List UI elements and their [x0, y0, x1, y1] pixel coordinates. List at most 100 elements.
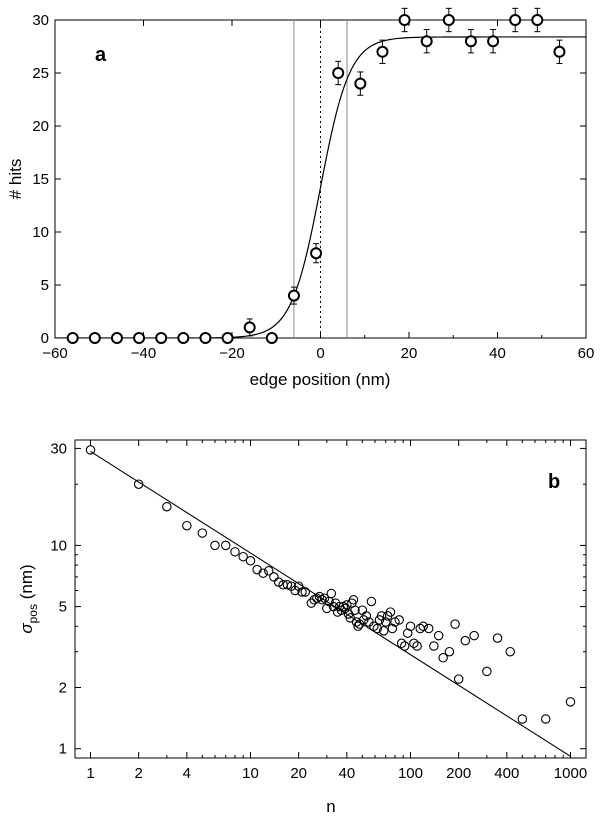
- marker: [487, 35, 500, 48]
- data-point-b: [378, 626, 389, 636]
- x-tick-label-a: 40: [489, 345, 506, 362]
- data-point-b: [412, 641, 422, 651]
- data-point-b: [282, 580, 293, 590]
- data-point-b: [300, 587, 311, 597]
- panel-label-b: b: [548, 471, 560, 493]
- data-point-a: [376, 39, 389, 64]
- data-point-b: [162, 501, 172, 512]
- data-point-b: [348, 595, 359, 605]
- data-point-b: [230, 547, 240, 557]
- x-tick-label-b: 40: [338, 765, 355, 782]
- y-tick-label-a: 20: [32, 118, 49, 135]
- panel-label-a: a: [95, 44, 107, 66]
- marker: [420, 35, 433, 48]
- y-tick-label-a: 30: [32, 12, 49, 29]
- data-point-b: [444, 646, 455, 657]
- marker: [287, 289, 300, 302]
- marker: [133, 332, 146, 344]
- x-tick-label-b: 20: [290, 765, 307, 782]
- data-point-a: [221, 332, 234, 344]
- data-point-b: [433, 630, 444, 641]
- data-point-b: [361, 611, 372, 621]
- data-point-b: [85, 445, 96, 455]
- data-point-b: [372, 623, 383, 634]
- data-point-a: [509, 7, 522, 33]
- data-point-a: [420, 29, 433, 54]
- data-point-b: [469, 630, 479, 641]
- data-point-b: [482, 666, 492, 677]
- data-point-b: [350, 605, 360, 615]
- data-point-a: [553, 39, 566, 64]
- x-tick-label-b: 100: [398, 765, 423, 782]
- data-point-b: [387, 623, 398, 634]
- marker: [88, 332, 101, 344]
- data-point-a: [398, 7, 411, 33]
- x-axis-title-a: edge position (nm): [250, 370, 391, 389]
- marker: [354, 77, 367, 90]
- data-point-a: [243, 318, 256, 337]
- data-point-b: [351, 617, 362, 627]
- marker: [332, 67, 345, 79]
- data-point-a: [110, 332, 123, 344]
- fit-curve-a: [55, 36, 586, 338]
- data-point-b: [380, 617, 391, 627]
- x-tick-label-a: −40: [131, 345, 156, 362]
- data-point-a: [464, 29, 477, 54]
- y-tick-label-b: 10: [50, 537, 67, 554]
- marker: [177, 332, 190, 344]
- marker: [376, 45, 389, 58]
- x-tick-label-a: 20: [401, 345, 418, 362]
- marker: [464, 35, 477, 48]
- marker: [265, 332, 278, 344]
- x-tick-label-a: 0: [316, 345, 324, 362]
- data-point-a: [442, 7, 455, 33]
- data-point-b: [326, 588, 337, 599]
- data-point-b: [450, 619, 460, 629]
- y-axis-title-a: # hits: [6, 159, 25, 200]
- y-tick-label-a: 15: [32, 171, 49, 188]
- marker: [155, 332, 168, 344]
- data-point-b: [293, 581, 304, 591]
- panel-a: −60 −40 −20 0 20 40 60 0 5 10 15 20 25 30 a edge posi…: [6, 7, 594, 389]
- data-point-b: [418, 621, 428, 632]
- data-point-a: [133, 332, 146, 344]
- data-point-b: [565, 697, 576, 707]
- x-tick-label-b: 10: [242, 765, 259, 782]
- data-point-b: [238, 551, 248, 562]
- x-tick-label-b: 1000: [554, 765, 587, 782]
- y-axis-title-b-subscript: pos: [26, 604, 40, 623]
- x-axis-title-b: n: [326, 797, 335, 816]
- y-tick-label-a: 0: [41, 330, 49, 347]
- data-point-b: [460, 635, 471, 646]
- y-tick-label-a: 5: [41, 277, 49, 294]
- x-tick-label-b: 2: [134, 765, 142, 782]
- y-axis-title-b: σpos (nm): [17, 564, 40, 633]
- marker: [531, 14, 544, 26]
- data-point-a: [155, 332, 168, 344]
- data-point-b: [399, 641, 410, 651]
- x-tick-label-b: 200: [446, 765, 471, 782]
- y-tick-label-b: 2: [59, 680, 67, 697]
- axis-ticks-a: −60 −40 −20 0 20 40 60 0 5 10 15 20 25 30: [32, 12, 594, 362]
- data-point-b: [306, 598, 317, 608]
- data-point-b: [353, 621, 363, 632]
- data-point-b: [269, 572, 279, 582]
- y-tick-label-a: 10: [32, 224, 49, 241]
- marker: [398, 14, 411, 26]
- data-point-b: [210, 540, 220, 551]
- data-point-a: [332, 60, 345, 86]
- data-point-b: [317, 595, 327, 605]
- data-point-b: [322, 603, 332, 614]
- y-tick-label-a: 25: [32, 65, 49, 82]
- data-point-b: [258, 568, 268, 578]
- marker: [243, 321, 256, 334]
- data-point-b: [429, 641, 439, 651]
- y-axis-title-b-unit: (nm): [17, 564, 36, 604]
- y-tick-label-b: 1: [59, 741, 67, 758]
- data-point-b: [297, 587, 307, 597]
- data-point-b: [182, 520, 192, 531]
- data-point-b: [540, 714, 551, 724]
- data-point-b: [133, 479, 144, 489]
- marker: [310, 247, 323, 260]
